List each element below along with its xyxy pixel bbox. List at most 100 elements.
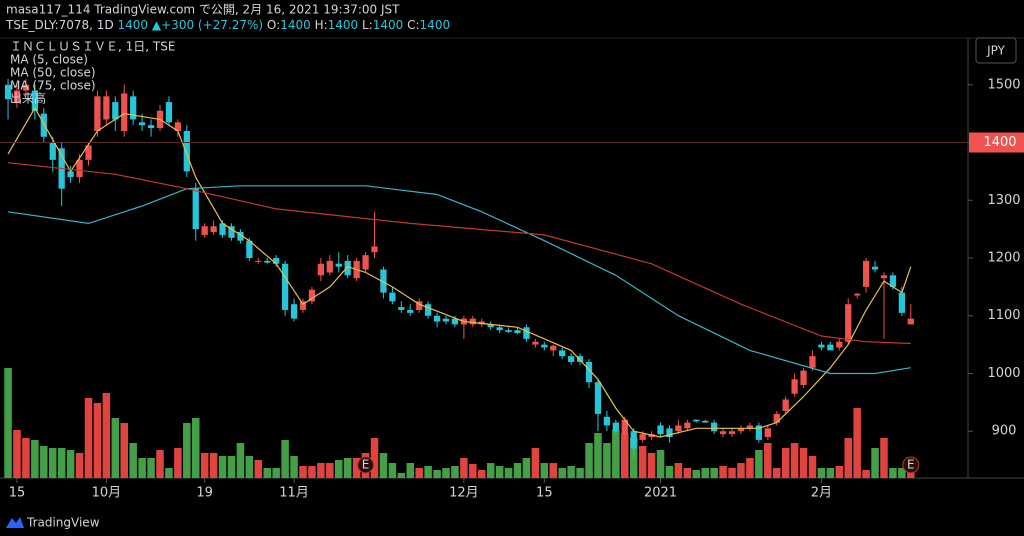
volume-bar [621, 433, 629, 478]
candle-body [22, 84, 30, 91]
volume-bar [612, 430, 620, 478]
volume-bar [576, 468, 584, 478]
candle-body [389, 292, 396, 302]
ohlc-value: 1400 [373, 18, 404, 32]
candle-body [523, 327, 530, 339]
y-tick-label: 1000 [987, 366, 1020, 381]
volume-bar [129, 443, 137, 478]
x-tick-label: 2月 [811, 486, 832, 501]
volume-bar [469, 464, 477, 478]
candle-body [49, 142, 56, 160]
ohlc-label: O: [267, 18, 280, 32]
legend-entry: 出来高 [10, 91, 46, 106]
last: 1400 [118, 18, 149, 32]
volume-bar [227, 456, 236, 478]
candle-body [675, 425, 682, 432]
change: +300 (+27.27%) [161, 18, 263, 32]
candle-body [728, 431, 736, 435]
candle-body [13, 90, 21, 103]
last-price-label: 1400 [983, 135, 1016, 150]
volume-bar [66, 450, 75, 478]
volume-bar [826, 468, 835, 478]
symbol: TSE_DLY:7078, 1D [5, 18, 114, 32]
event-label: E [907, 458, 915, 472]
volume-bar [352, 458, 361, 478]
y-tick-label: 900 [992, 424, 1017, 439]
legend-entry: ＩＮＣＬＵＳＩＶＥ, 1日, TSE [10, 40, 175, 54]
candle-body [371, 246, 378, 253]
volume-bar [656, 450, 665, 478]
volume-bar [799, 448, 808, 478]
candle-body [281, 263, 289, 310]
candle-body [639, 434, 646, 440]
candle-body [299, 301, 307, 310]
event-marker [357, 456, 375, 474]
volume-bar [513, 463, 522, 478]
candle-body [469, 318, 476, 325]
candle-body [702, 420, 709, 423]
currency[interactable]: JPY [986, 44, 1006, 58]
ohlc-value: 1400 [420, 18, 451, 32]
volume-bar [424, 466, 432, 478]
volume-bar [638, 446, 647, 478]
candle-body [31, 90, 38, 111]
volume-bar [245, 456, 254, 478]
candle-body [800, 370, 807, 386]
candle-body [40, 113, 47, 137]
candle-body [67, 171, 74, 178]
x-tick-label: 15 [9, 486, 26, 501]
candle-body [273, 258, 280, 264]
volume-bar [790, 443, 799, 478]
volume-bar [781, 448, 790, 478]
volume-bar [317, 463, 325, 478]
candle-body [264, 260, 271, 263]
volume-bar [379, 453, 388, 478]
volume-bar [40, 446, 48, 478]
candle-body [496, 327, 503, 331]
candle-body [576, 356, 584, 362]
footer: TradingView [26, 516, 100, 530]
ma-line [7, 185, 911, 375]
candle-body [290, 304, 298, 319]
volume-bar [290, 456, 298, 478]
volume-bar [772, 468, 781, 478]
volume-bar [183, 423, 191, 478]
volume-bar [737, 463, 745, 478]
volume-bar [84, 398, 93, 478]
volume-bar [504, 468, 513, 478]
legend-entry: MA (75, close) [10, 79, 96, 93]
volume-bar [200, 453, 209, 478]
last-price-box [969, 132, 1024, 153]
volume-bar [370, 438, 379, 478]
candle-body [416, 301, 423, 310]
volume-bar [326, 463, 334, 478]
volume-bar [335, 460, 343, 478]
candle-body [335, 263, 342, 267]
volume-bar [817, 468, 826, 478]
candle-body [76, 159, 83, 178]
volume-bar [388, 463, 397, 478]
candle-body [559, 350, 566, 357]
volume-bar [299, 466, 307, 478]
currency-box[interactable] [975, 37, 1017, 64]
candle-body [711, 422, 718, 432]
x-tick-label: 19 [196, 486, 213, 501]
volume-bar [835, 466, 844, 478]
candle-body [773, 413, 780, 423]
candle-body [836, 341, 843, 348]
volume-bar [4, 368, 12, 478]
volume-bar [853, 408, 861, 478]
candle-body [845, 304, 852, 342]
volume-bar [549, 463, 558, 478]
volume-bar [862, 470, 870, 478]
candle-body [147, 125, 155, 129]
volume-bar [75, 453, 84, 478]
candle-body [138, 122, 146, 126]
volume-bar [442, 468, 450, 478]
candle-body [719, 431, 727, 435]
candle-body [255, 260, 262, 262]
volume-bar [147, 458, 155, 478]
x-tick-label: 11月 [279, 486, 309, 501]
plot-area [4, 78, 915, 478]
